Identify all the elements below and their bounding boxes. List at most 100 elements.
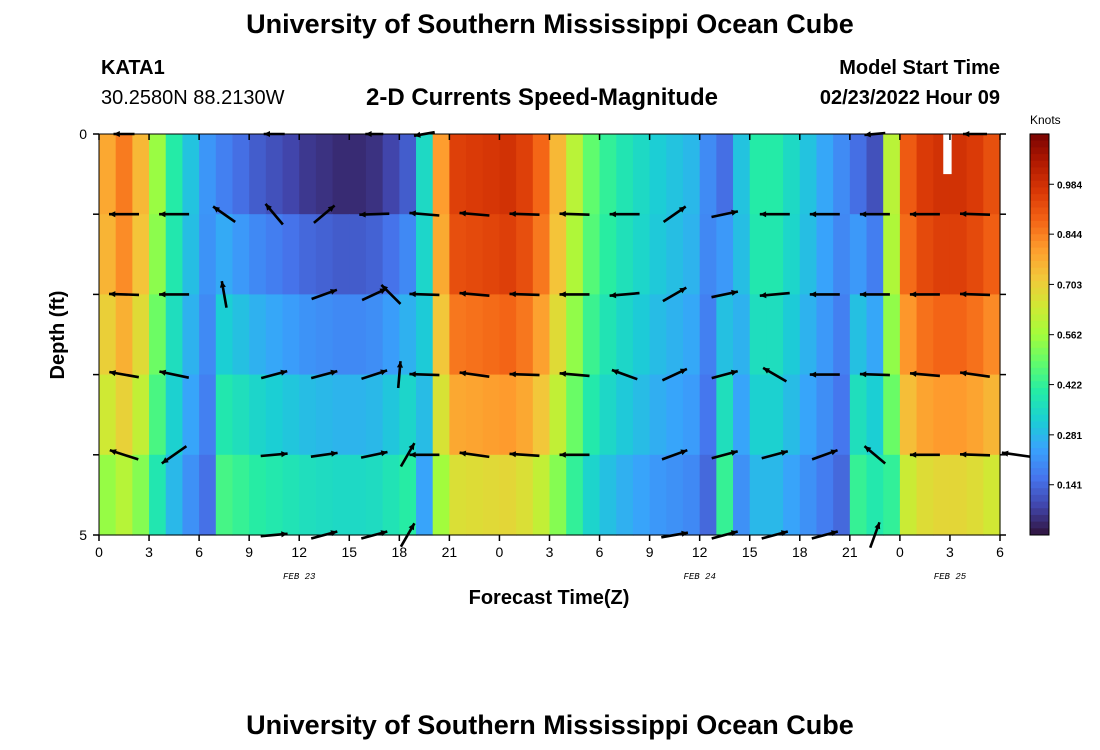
heat-cell	[816, 214, 834, 295]
heat-cell	[466, 454, 484, 536]
colorbar-tick-label: 0.422	[1057, 381, 1082, 392]
current-vector	[909, 291, 940, 298]
heat-cell	[382, 294, 400, 376]
heat-cell	[482, 294, 501, 376]
heat-cell	[132, 134, 150, 215]
vector-head	[459, 210, 466, 217]
heat-cell	[299, 214, 317, 295]
heat-cell	[99, 214, 117, 295]
current-vector	[311, 288, 338, 301]
heat-cell	[315, 454, 334, 536]
vector-head	[459, 370, 467, 377]
heat-cell	[549, 134, 567, 215]
heat-cell	[766, 454, 784, 536]
station-coordinates: 30.2580N 88.2130W	[101, 87, 285, 109]
x-tick-label: 9	[245, 544, 253, 560]
heat-cell	[682, 134, 701, 215]
vector-head	[960, 370, 967, 377]
current-vector	[859, 211, 890, 218]
heat-cell	[466, 374, 484, 456]
vector-head	[330, 369, 338, 376]
current-vector	[959, 370, 990, 378]
x-tick-label: 15	[742, 544, 758, 560]
vector-head	[960, 210, 967, 217]
heat-cell	[966, 294, 984, 376]
colorbar-swatch	[1030, 193, 1049, 201]
colorbar-swatch	[1030, 153, 1049, 161]
heat-cell	[682, 374, 701, 456]
heat-cell	[532, 134, 551, 215]
heat-cell	[733, 214, 751, 295]
vector-head	[1001, 450, 1009, 457]
heat-cell	[599, 454, 617, 536]
heat-cell	[132, 374, 150, 456]
heat-cell	[232, 454, 250, 536]
heat-cell	[833, 134, 851, 215]
heat-cell	[833, 214, 851, 295]
heat-cell	[849, 454, 868, 536]
heat-cell	[282, 134, 300, 215]
vector-head	[759, 292, 767, 299]
heat-cell	[749, 134, 768, 215]
current-vector	[108, 291, 140, 298]
vector-head	[730, 369, 738, 376]
vector-head	[678, 206, 686, 213]
heat-cell	[916, 214, 934, 295]
current-vector	[264, 203, 284, 226]
heat-cell	[749, 214, 768, 295]
colorbar-swatch	[1030, 467, 1049, 475]
heat-cell	[349, 134, 367, 215]
heat-cell	[599, 134, 617, 215]
heat-cell	[249, 454, 267, 536]
vector-head	[408, 443, 415, 451]
x-tick-label: 18	[392, 544, 408, 560]
current-vector	[711, 209, 739, 219]
heat-cell	[566, 374, 584, 456]
vector-head	[408, 523, 415, 531]
vector-head	[109, 370, 116, 377]
current-vector	[1001, 450, 1032, 459]
heat-cell	[849, 294, 868, 376]
colorbar-swatch	[1030, 173, 1049, 181]
current-vector	[559, 291, 590, 298]
chart-title: University of Southern Mississippi Ocean…	[246, 9, 854, 39]
vector-head	[409, 210, 416, 217]
heat-cell	[516, 374, 534, 456]
heat-cell	[199, 134, 217, 215]
heat-cell	[899, 214, 918, 295]
heat-cell	[566, 134, 584, 215]
heat-cell	[449, 454, 467, 536]
x-tick-label: 0	[896, 544, 904, 560]
vector-head	[859, 291, 867, 298]
current-vector	[459, 450, 490, 459]
vector-head	[409, 451, 416, 458]
heat-cell	[265, 214, 284, 295]
heat-cell	[649, 374, 667, 456]
heat-cell	[616, 134, 634, 215]
vector-head	[331, 450, 338, 457]
heat-cell	[499, 294, 517, 376]
heat-cell	[265, 134, 284, 215]
vector-head	[509, 210, 516, 217]
colorbar-swatch	[1030, 374, 1049, 382]
colorbar-swatch	[1030, 240, 1049, 248]
colorbar-swatch	[1030, 320, 1049, 328]
vector-head	[213, 206, 220, 213]
current-vector	[212, 205, 236, 223]
heat-cell	[666, 134, 684, 215]
colorbar-swatch	[1030, 480, 1049, 489]
heat-cell	[299, 294, 317, 376]
current-vector	[360, 450, 388, 459]
heat-cell	[966, 214, 984, 295]
heat-cell	[149, 214, 167, 295]
heat-cell	[833, 374, 851, 456]
heat-cell	[232, 374, 250, 456]
current-vector	[361, 369, 388, 381]
heat-cell	[616, 454, 634, 536]
y-axis-label: Depth (ft)	[47, 291, 69, 380]
current-vector	[762, 366, 788, 383]
heat-cell	[949, 374, 968, 456]
heat-cell	[816, 374, 834, 456]
current-vector	[310, 450, 338, 458]
